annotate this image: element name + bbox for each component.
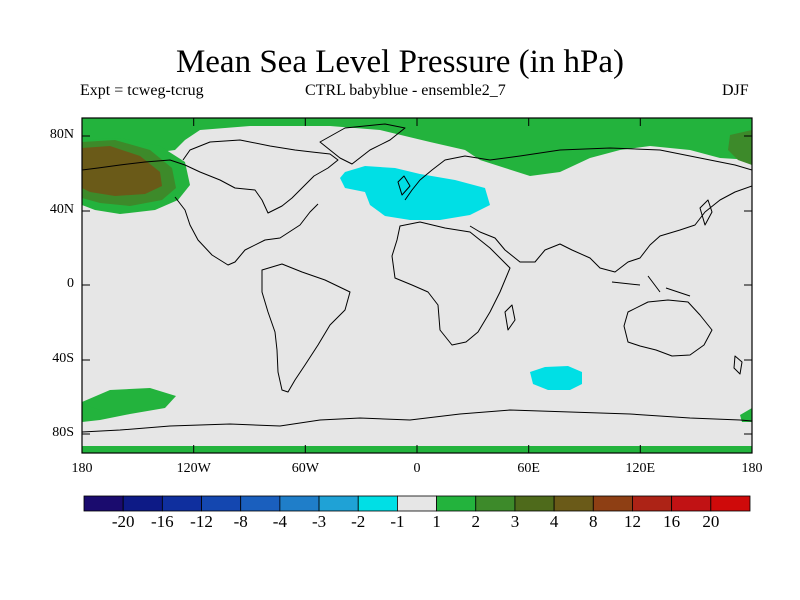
lon-ticks <box>193 118 641 453</box>
colorbar-label: 20 <box>702 512 720 531</box>
colorbar-label: -16 <box>151 512 174 531</box>
anomaly-south-indian-low <box>530 366 582 390</box>
lat-label-80n: 80N <box>49 127 74 142</box>
colorbar-box <box>671 495 712 512</box>
japan-coast <box>699 199 713 226</box>
map-plot-area <box>82 118 752 453</box>
lat-label-40s: 40S <box>52 351 74 366</box>
colorbar-box <box>436 495 477 512</box>
coastlines <box>82 123 752 433</box>
south-america-coast <box>261 263 351 393</box>
colorbar-box <box>83 495 124 512</box>
colorbar-label: 1 <box>432 512 441 531</box>
uk-coast <box>397 175 411 196</box>
anomaly-south-east-edge <box>740 408 752 422</box>
australia-coast <box>623 299 713 357</box>
lon-label-0: 0 <box>413 461 421 476</box>
colorbar-box <box>318 495 359 512</box>
lon-label-180-left: 180 <box>71 461 93 476</box>
lat-label-40n: 40N <box>49 202 74 217</box>
lat-label-0: 0 <box>67 276 74 291</box>
lat-ticks <box>82 135 752 435</box>
lon-label-60e: 60E <box>517 461 540 476</box>
colorbar-box <box>710 495 751 512</box>
colorbar-box <box>397 495 437 512</box>
colorbar-box <box>122 495 163 512</box>
colorbar-box <box>592 495 633 512</box>
colorbar-box <box>632 495 673 512</box>
colorbar-box <box>279 495 320 512</box>
colorbar-label: -3 <box>311 512 327 531</box>
north-america-coast <box>82 139 339 266</box>
colorbar-label: 4 <box>549 512 559 531</box>
eurasia-coast <box>404 147 752 273</box>
anomaly-south-pacific-strip <box>82 404 100 420</box>
colorbar-label: -12 <box>190 512 213 531</box>
colorbar-box <box>201 495 242 512</box>
colorbar-box <box>161 495 202 512</box>
africa-coast <box>391 221 511 346</box>
anomaly-south-pacific <box>82 388 176 422</box>
greenland-coast <box>319 123 406 165</box>
lon-label-60w: 60W <box>291 461 319 476</box>
colorbar-box <box>514 495 555 512</box>
colorbar-label: -4 <box>272 512 287 531</box>
chart-title: Mean Sea Level Pressure (in hPa) <box>175 44 625 80</box>
antarctica-coast <box>82 409 752 433</box>
anomaly-europe-low <box>340 166 490 220</box>
colorbar-label: -1 <box>390 512 405 531</box>
experiment-label: Expt = tcweg-tcrug <box>80 82 204 99</box>
colorbar-label: -2 <box>351 512 366 531</box>
colorbar-label: 8 <box>589 512 598 531</box>
lon-label-120e: 120E <box>625 461 656 476</box>
new-zealand-coast <box>733 355 743 375</box>
madagascar-coast <box>504 304 516 331</box>
colorbar-box <box>357 495 398 512</box>
colorbar <box>83 495 751 512</box>
indonesia-coast <box>611 275 691 297</box>
colorbar-box <box>553 495 594 512</box>
colorbar-label: -20 <box>111 512 135 531</box>
lon-label-180-right: 180 <box>741 461 763 476</box>
lat-label-80s: 80S <box>52 425 74 440</box>
colorbar-label: 12 <box>623 512 641 531</box>
anomaly-north-pacific-core <box>82 146 162 196</box>
colorbar-label: 3 <box>510 512 520 531</box>
lon-label-120w: 120W <box>176 461 211 476</box>
colorbar-label: 2 <box>471 512 481 531</box>
colorbar-box <box>240 495 281 512</box>
anomaly-east-arctic <box>728 130 752 165</box>
comparison-label: CTRL babyblue - ensemble2_7 <box>305 82 506 99</box>
colorbar-box <box>475 495 516 512</box>
anomaly-north-strip <box>82 118 752 176</box>
colorbar-label: -8 <box>233 512 248 531</box>
season-label: DJF <box>722 82 749 99</box>
colorbar-label: 16 <box>663 512 681 531</box>
